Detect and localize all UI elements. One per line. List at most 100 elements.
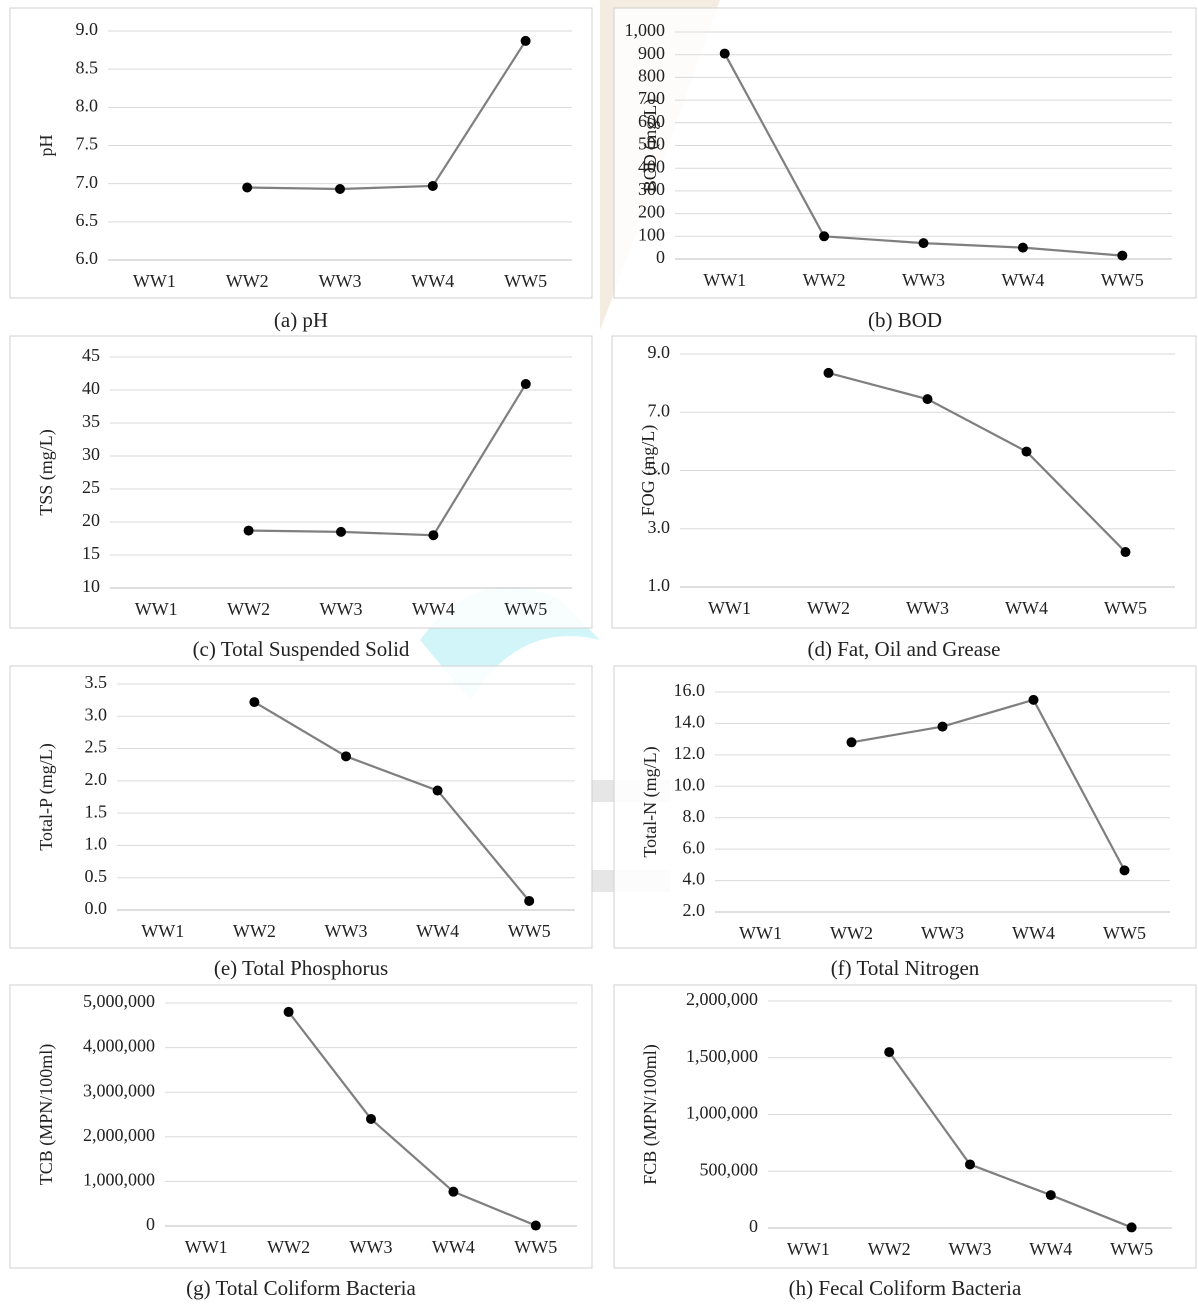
x-tick-label: WW4 (1005, 598, 1048, 618)
x-tick-label: WW1 (739, 923, 782, 943)
y-tick-label: 14.0 (674, 712, 706, 732)
panel-frame (614, 985, 1196, 1268)
y-tick-label: 7.0 (76, 172, 99, 192)
data-point (521, 379, 531, 389)
data-point (923, 394, 933, 404)
data-point (1029, 695, 1039, 705)
y-tick-label: 0 (146, 1214, 155, 1234)
y-tick-label: 1,000,000 (686, 1103, 758, 1123)
data-point (938, 722, 948, 732)
y-tick-label: 6.0 (683, 837, 706, 857)
y-tick-label: 2,000,000 (686, 989, 758, 1009)
x-tick-label: WW3 (921, 923, 964, 943)
x-tick-label: WW3 (319, 271, 362, 291)
x-tick-label: WW2 (807, 598, 850, 618)
caption: (e) Total Phosphorus (214, 956, 388, 980)
y-tick-label: 4,000,000 (83, 1036, 155, 1056)
y-tick-label: 10.0 (674, 774, 706, 794)
x-tick-label: WW5 (514, 1237, 557, 1257)
x-tick-label: WW1 (135, 599, 178, 619)
y-axis-label: BOD (mg/L) (640, 99, 661, 193)
y-tick-label: 8.5 (76, 57, 99, 77)
y-tick-label: 20 (82, 510, 100, 530)
y-tick-label: 8.0 (683, 806, 706, 826)
x-tick-label: WW4 (1001, 270, 1044, 290)
y-tick-label: 100 (638, 224, 665, 244)
chart-panel: 1015202530354045WW1WW2WW3WW4WW5TSS (mg/L… (10, 336, 592, 661)
y-tick-label: 9.0 (648, 342, 671, 362)
data-point (720, 49, 730, 59)
chart-panel: 0.00.51.01.52.02.53.03.5WW1WW2WW3WW4WW5T… (10, 666, 592, 980)
y-tick-label: 10 (82, 576, 100, 596)
data-point (819, 231, 829, 241)
x-tick-label: WW1 (133, 271, 176, 291)
data-point (965, 1159, 975, 1169)
data-point (244, 526, 254, 536)
y-tick-label: 0 (749, 1216, 758, 1236)
y-tick-label: 1.5 (85, 801, 108, 821)
data-point (1022, 447, 1032, 457)
y-tick-label: 1.0 (85, 834, 108, 854)
y-tick-label: 3.0 (648, 517, 671, 537)
data-point (433, 786, 443, 796)
x-tick-label: WW1 (141, 921, 184, 941)
x-tick-label: WW2 (803, 270, 846, 290)
y-axis-label: FCB (MPN/100ml) (640, 1044, 661, 1185)
x-tick-label: WW3 (906, 598, 949, 618)
y-tick-label: 6.5 (76, 210, 99, 230)
y-tick-label: 2.0 (85, 769, 108, 789)
caption: (d) Fat, Oil and Grease (807, 637, 1000, 661)
y-tick-label: 0 (656, 247, 665, 267)
y-tick-label: 8.0 (76, 95, 99, 115)
x-tick-label: WW4 (412, 599, 455, 619)
y-tick-label: 1.0 (648, 575, 671, 595)
x-tick-label: WW2 (233, 921, 276, 941)
y-tick-label: 200 (638, 202, 665, 222)
y-tick-label: 40 (82, 378, 100, 398)
x-tick-label: WW2 (267, 1237, 310, 1257)
y-tick-label: 1,000,000 (83, 1170, 155, 1190)
x-tick-label: WW3 (320, 599, 363, 619)
y-tick-label: 2.0 (683, 900, 706, 920)
data-point (1127, 1222, 1137, 1232)
x-tick-label: WW5 (1110, 1239, 1153, 1259)
x-tick-label: WW2 (868, 1239, 911, 1259)
y-tick-label: 5,000,000 (83, 991, 155, 1011)
y-tick-label: 7.5 (76, 134, 99, 154)
x-tick-label: WW5 (504, 271, 547, 291)
y-axis-label: pH (36, 135, 56, 157)
y-tick-label: 9.0 (76, 19, 99, 39)
x-tick-label: WW1 (708, 598, 751, 618)
x-tick-label: WW2 (227, 599, 270, 619)
caption: (f) Total Nitrogen (831, 956, 980, 980)
caption: (h) Fecal Coliform Bacteria (789, 1276, 1022, 1300)
y-tick-label: 1,500,000 (686, 1046, 758, 1066)
x-tick-label: WW1 (787, 1239, 830, 1259)
y-tick-label: 12.0 (674, 743, 706, 763)
data-point (428, 181, 438, 191)
y-tick-label: 800 (638, 66, 665, 86)
data-point (1120, 865, 1130, 875)
x-tick-label: WW4 (432, 1237, 475, 1257)
y-tick-label: 3.0 (85, 704, 108, 724)
data-point (1018, 243, 1028, 253)
data-point (336, 527, 346, 537)
x-tick-label: WW4 (416, 921, 459, 941)
y-axis-label: Total-N (mg/L) (640, 746, 661, 857)
data-point (1121, 547, 1131, 557)
x-tick-label: WW5 (1104, 598, 1147, 618)
y-tick-label: 3.5 (85, 672, 108, 692)
x-tick-label: WW5 (504, 599, 547, 619)
x-tick-label: WW5 (508, 921, 551, 941)
y-tick-label: 30 (82, 444, 100, 464)
data-point (524, 896, 534, 906)
y-tick-label: 2.5 (85, 737, 108, 757)
y-tick-label: 500,000 (700, 1159, 759, 1179)
y-axis-label: TSS (mg/L) (36, 429, 57, 516)
y-tick-label: 0.5 (85, 866, 108, 886)
data-point (847, 737, 857, 747)
y-tick-label: 4.0 (683, 869, 706, 889)
